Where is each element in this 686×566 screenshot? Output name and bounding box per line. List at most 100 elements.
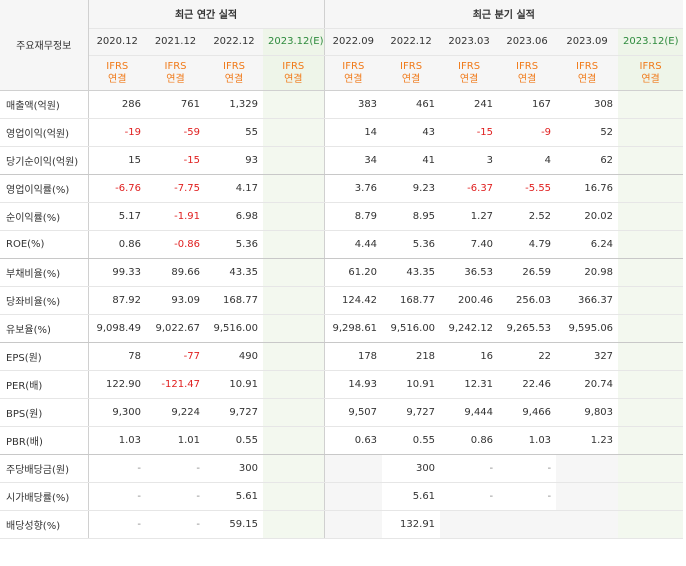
table-row: 매출액(억원) 286 761 1,329 383 461 241 167 308 [0,90,684,119]
value-cell: 99.33 [88,258,146,287]
value-cell: 8.95 [382,202,441,231]
value-cell [263,314,325,343]
value-cell: 286 [88,90,146,119]
value-cell: 36.53 [440,258,499,287]
ifrs-header-row: IFRS 연결 IFRS 연결 IFRS 연결 IFRS 연결 IFRS 연결 IFRS 연결 IFRS… [0,55,684,91]
quarter-period-2023-06: 2023.06 [498,28,557,56]
quarter-period-2022-09: 2022.09 [323,28,383,56]
value-cell: 14 [323,118,383,147]
value-cell: 9,507 [323,398,383,427]
value-cell: - [146,482,205,511]
value-cell: 41 [382,146,441,175]
table-row: 영업이익(억원) -19 -59 55 14 43 -15 -9 52 [0,118,684,147]
quarter-period-2023-09: 2023.09 [556,28,619,56]
row-label: PER(배) [0,370,89,399]
value-cell: 178 [323,342,383,371]
ifrs-badge: IFRS 연결 [205,55,263,91]
ifrs-badge: IFRS 연결 [618,55,684,91]
value-cell: -6.76 [88,174,146,203]
value-cell: 9.23 [382,174,441,203]
financial-summary-table: 주요재무정보 최근 연간 실적 최근 분기 실적 2020.12 2021.12 2… [0,0,684,539]
table-body: 매출액(억원) 286 761 1,329 383 461 241 167 308 영업이익(억원… [0,90,684,539]
ifrs-badge: IFRS 연결 [88,55,146,91]
annual-period-2021-12: 2021.12 [146,28,205,56]
value-cell [263,174,325,203]
value-cell: 4.17 [205,174,263,203]
value-cell: 168.77 [205,286,263,315]
value-cell: 43 [382,118,441,147]
value-cell: 4.44 [323,230,383,259]
value-cell: 1,329 [205,90,263,119]
value-cell: 9,098.49 [88,314,146,343]
value-cell: 0.55 [205,426,263,455]
ifrs-badge: IFRS 연결 [440,55,499,91]
value-cell: 383 [323,90,383,119]
value-cell: 20.74 [556,370,619,399]
value-cell: 9,224 [146,398,205,427]
row-label: 당좌비율(%) [0,286,89,315]
row-label: 유보율(%) [0,314,89,343]
row-label: 순이익률(%) [0,202,89,231]
row-label: 배당성향(%) [0,510,89,539]
value-cell: 218 [382,342,441,371]
value-cell [323,482,383,511]
quarter-group-header: 최근 분기 실적 [323,0,684,29]
value-cell: 93.09 [146,286,205,315]
ifrs-badge: IFRS 연결 [146,55,205,91]
value-cell: 132.91 [382,510,441,539]
value-cell: -1.91 [146,202,205,231]
value-cell: -7.75 [146,174,205,203]
value-cell: -0.86 [146,230,205,259]
value-cell: 9,298.61 [323,314,383,343]
value-cell [263,286,325,315]
ifrs-badge: IFRS 연결 [556,55,619,91]
value-cell: 6.24 [556,230,619,259]
value-cell [263,258,325,287]
value-cell: 22 [498,342,557,371]
value-cell: -59 [146,118,205,147]
value-cell: 366.37 [556,286,619,315]
value-cell: 0.86 [440,426,499,455]
value-cell: 1.03 [498,426,557,455]
value-cell [498,510,557,539]
value-cell: 9,300 [88,398,146,427]
table-row: 당좌비율(%) 87.92 93.09 168.77 124.42 168.77 200.4… [0,286,684,315]
row-label: 당기순이익(억원) [0,146,89,175]
table-row: PER(배) 122.90 -121.47 10.91 14.93 10.91 12.31 2… [0,370,684,399]
value-cell: 0.63 [323,426,383,455]
value-cell: 256.03 [498,286,557,315]
value-cell: 20.02 [556,202,619,231]
value-cell [263,510,325,539]
value-cell: 5.17 [88,202,146,231]
value-cell: 5.36 [205,230,263,259]
table-row: 주당배당금(원) - -300 300- - [0,454,684,483]
table-row: PBR(배) 1.03 1.01 0.55 0.63 0.55 0.86 1.03 1.23 [0,426,684,455]
value-cell: 10.91 [205,370,263,399]
table-row: ROE(%) 0.86 -0.86 5.36 4.44 5.36 7.40 4.79 6.24 [0,230,684,259]
value-cell [618,370,684,399]
value-cell: 16 [440,342,499,371]
value-cell [263,426,325,455]
value-cell: 61.20 [323,258,383,287]
value-cell [263,482,325,511]
value-cell: 241 [440,90,499,119]
value-cell [263,118,325,147]
value-cell: 26.59 [498,258,557,287]
ifrs-badge: IFRS 연결 [263,55,325,91]
value-cell [618,286,684,315]
ifrs-badge: IFRS 연결 [498,55,557,91]
annual-period-2023-12: 2023.12(E) [263,28,325,56]
value-cell: 5.61 [382,482,441,511]
value-cell: 34 [323,146,383,175]
value-cell [618,482,684,511]
quarter-period-2022-12: 2022.12 [382,28,441,56]
value-cell: 9,803 [556,398,619,427]
value-cell [263,398,325,427]
value-cell: - [440,482,499,511]
value-cell: 122.90 [88,370,146,399]
value-cell: 167 [498,90,557,119]
value-cell [618,174,684,203]
value-cell: - [440,454,499,483]
value-cell: 9,516.00 [382,314,441,343]
row-label: 부채비율(%) [0,258,89,287]
